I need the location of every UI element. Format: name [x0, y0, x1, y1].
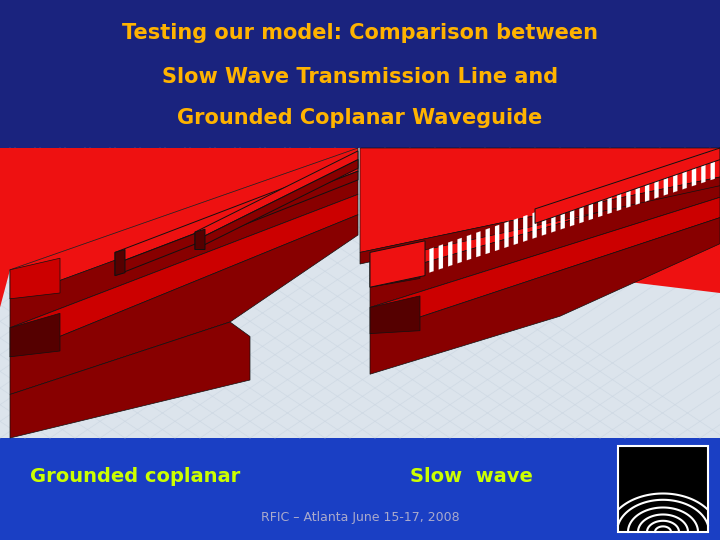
Text: Slow  wave: Slow wave — [410, 467, 533, 486]
Text: Testing our model: Comparison between: Testing our model: Comparison between — [122, 23, 598, 43]
Polygon shape — [673, 163, 678, 192]
Polygon shape — [580, 195, 584, 223]
Polygon shape — [115, 249, 125, 275]
Polygon shape — [523, 215, 527, 242]
Polygon shape — [514, 218, 518, 245]
Bar — [618, 446, 708, 532]
Polygon shape — [370, 296, 420, 334]
Polygon shape — [701, 153, 706, 183]
Text: Grounded Coplanar Waveguide: Grounded Coplanar Waveguide — [177, 109, 543, 129]
Polygon shape — [370, 241, 425, 287]
Polygon shape — [636, 176, 640, 205]
Text: Grounded coplanar: Grounded coplanar — [30, 467, 240, 486]
Polygon shape — [654, 170, 659, 199]
Text: Slow Wave Transmission Line and: Slow Wave Transmission Line and — [162, 67, 558, 87]
Polygon shape — [448, 241, 452, 266]
Polygon shape — [467, 234, 471, 260]
Polygon shape — [10, 322, 250, 438]
Polygon shape — [429, 248, 433, 273]
Polygon shape — [10, 258, 60, 299]
Polygon shape — [664, 166, 668, 195]
Polygon shape — [10, 194, 358, 357]
Text: RFIC – Atlanta June 15-17, 2008: RFIC – Atlanta June 15-17, 2008 — [261, 511, 459, 524]
Polygon shape — [457, 238, 462, 264]
Polygon shape — [115, 171, 358, 275]
Polygon shape — [505, 221, 508, 248]
Polygon shape — [598, 189, 603, 217]
Polygon shape — [476, 231, 480, 257]
Polygon shape — [495, 225, 499, 251]
Polygon shape — [195, 160, 358, 249]
Polygon shape — [10, 171, 358, 328]
Polygon shape — [10, 313, 60, 357]
Polygon shape — [552, 205, 555, 232]
Polygon shape — [195, 151, 358, 241]
Polygon shape — [10, 148, 358, 299]
Polygon shape — [370, 244, 420, 287]
Polygon shape — [683, 160, 687, 190]
Polygon shape — [360, 148, 720, 252]
Polygon shape — [195, 229, 205, 249]
Polygon shape — [360, 148, 720, 293]
Polygon shape — [608, 186, 612, 214]
Polygon shape — [542, 208, 546, 235]
Polygon shape — [711, 150, 715, 180]
Bar — [0, 148, 720, 438]
Polygon shape — [645, 173, 649, 201]
Polygon shape — [692, 156, 696, 186]
Polygon shape — [561, 202, 565, 230]
Polygon shape — [0, 148, 358, 307]
Bar — [0, 438, 720, 540]
Polygon shape — [370, 218, 720, 374]
Polygon shape — [438, 245, 443, 269]
Polygon shape — [360, 177, 720, 264]
Polygon shape — [570, 199, 575, 226]
Polygon shape — [10, 215, 358, 395]
Polygon shape — [370, 197, 720, 334]
Polygon shape — [617, 183, 621, 211]
Polygon shape — [115, 160, 358, 264]
Polygon shape — [420, 251, 424, 275]
Polygon shape — [485, 228, 490, 254]
Polygon shape — [533, 212, 536, 239]
Polygon shape — [589, 192, 593, 220]
Polygon shape — [626, 179, 631, 208]
Polygon shape — [370, 177, 720, 307]
Polygon shape — [535, 148, 720, 224]
Bar — [0, 0, 720, 148]
Polygon shape — [370, 148, 720, 279]
